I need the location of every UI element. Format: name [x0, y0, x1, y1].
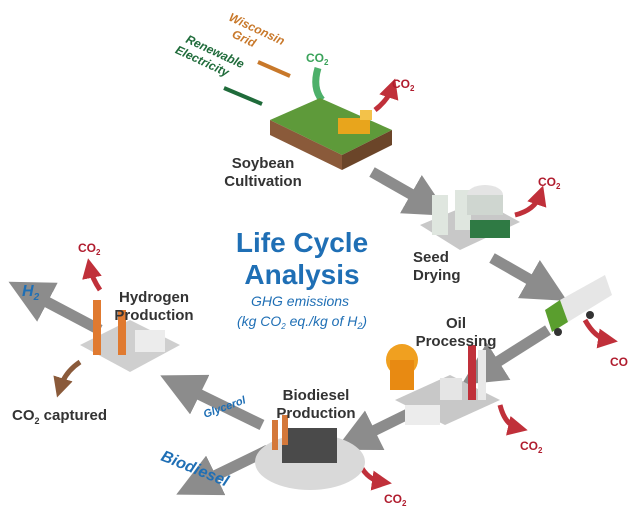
- stage-label: Soybean Cultivation: [224, 155, 302, 190]
- oil-icon: [386, 344, 500, 425]
- title: Life Cycle Analysis: [236, 227, 368, 290]
- emission-label: CO2: [392, 77, 415, 93]
- emission-label: CO2: [538, 175, 561, 191]
- emission-label: CO2: [384, 492, 407, 508]
- emission-label: CO2: [78, 241, 101, 257]
- truck-icon: [545, 275, 612, 336]
- stage-label: Seed Drying: [413, 249, 461, 284]
- captured-label: CO2 captured: [12, 407, 107, 426]
- emission-label: CO: [610, 355, 628, 369]
- renewable-arrow: [223, 86, 263, 106]
- grid-arrow: [257, 60, 291, 78]
- stage-label: Oil Processing: [416, 315, 497, 350]
- co2-uptake: CO2: [306, 51, 329, 67]
- stage-label: Hydrogen Production: [114, 289, 193, 324]
- hydrogen-icon: [80, 300, 180, 372]
- stage-label: Biodiesel Production: [276, 387, 355, 422]
- uptake-arrow: [312, 66, 325, 103]
- h2-label: H2: [22, 283, 40, 303]
- biodiesel-icon: [255, 415, 365, 490]
- farm-icon: [270, 98, 392, 170]
- emission-label: CO2: [520, 439, 543, 455]
- subtitle: GHG emissions (kg CO2 eq./kg of H2): [237, 293, 367, 331]
- drying-icon: [420, 185, 520, 250]
- flow-arrows: [8, 167, 568, 496]
- capture-arrow: [53, 359, 82, 398]
